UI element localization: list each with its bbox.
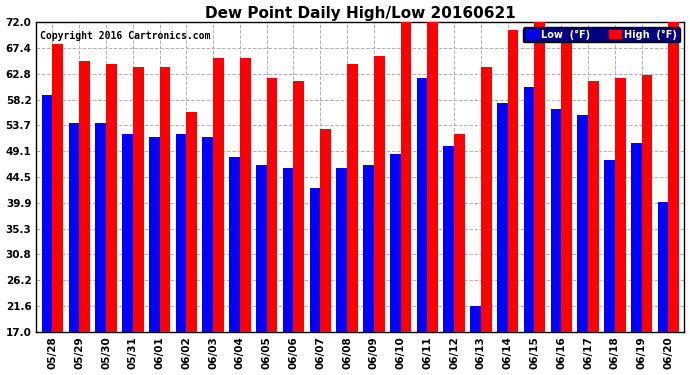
- Bar: [578, 115, 588, 332]
- Bar: [615, 78, 626, 332]
- Bar: [481, 67, 492, 332]
- Title: Dew Point Daily High/Low 20160621: Dew Point Daily High/Low 20160621: [205, 6, 516, 21]
- Bar: [176, 135, 186, 332]
- Legend: Low  (°F), High  (°F): Low (°F), High (°F): [523, 27, 680, 42]
- Bar: [229, 157, 240, 332]
- Bar: [202, 137, 213, 332]
- Bar: [390, 154, 401, 332]
- Bar: [454, 135, 465, 332]
- Text: Copyright 2016 Cartronics.com: Copyright 2016 Cartronics.com: [39, 31, 210, 41]
- Bar: [320, 129, 331, 332]
- Bar: [444, 146, 454, 332]
- Bar: [186, 112, 197, 332]
- Bar: [52, 44, 63, 332]
- Bar: [347, 64, 357, 332]
- Bar: [551, 109, 561, 332]
- Bar: [561, 33, 572, 332]
- Bar: [106, 64, 117, 332]
- Bar: [283, 168, 293, 332]
- Bar: [293, 81, 304, 332]
- Bar: [122, 135, 132, 332]
- Bar: [363, 165, 374, 332]
- Bar: [631, 143, 642, 332]
- Bar: [310, 188, 320, 332]
- Bar: [132, 67, 144, 332]
- Bar: [658, 202, 669, 332]
- Bar: [535, 19, 545, 332]
- Bar: [149, 137, 159, 332]
- Bar: [588, 81, 599, 332]
- Bar: [417, 78, 427, 332]
- Bar: [642, 75, 652, 332]
- Bar: [79, 61, 90, 332]
- Bar: [240, 58, 250, 332]
- Bar: [427, 19, 438, 332]
- Bar: [95, 123, 106, 332]
- Bar: [604, 160, 615, 332]
- Bar: [470, 306, 481, 332]
- Bar: [508, 30, 518, 332]
- Bar: [267, 78, 277, 332]
- Bar: [68, 123, 79, 332]
- Bar: [159, 67, 170, 332]
- Bar: [669, 22, 679, 332]
- Bar: [401, 22, 411, 332]
- Bar: [524, 87, 535, 332]
- Bar: [336, 168, 347, 332]
- Bar: [213, 58, 224, 332]
- Bar: [497, 104, 508, 332]
- Bar: [42, 95, 52, 332]
- Bar: [374, 56, 384, 332]
- Bar: [256, 165, 267, 332]
